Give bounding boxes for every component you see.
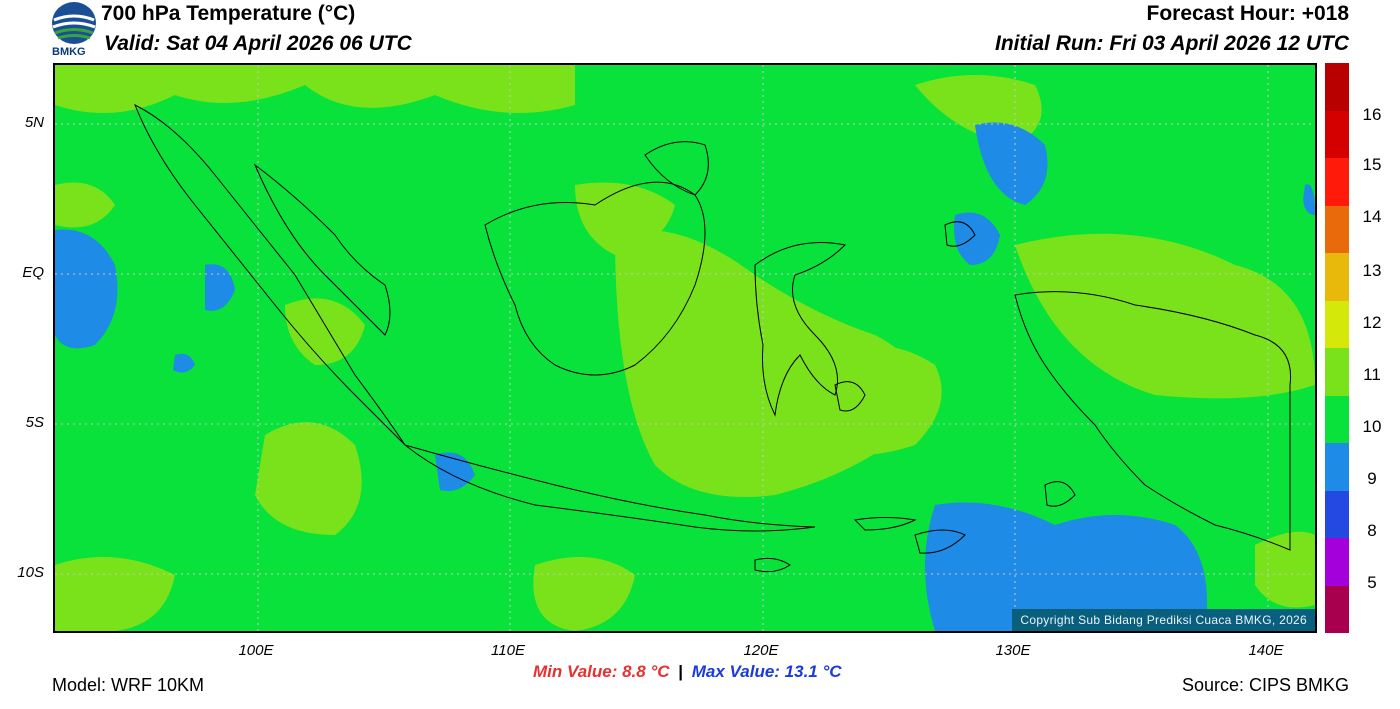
colorbar-label-12: 12 [1362, 313, 1382, 332]
colorbar-label-13: 13 [1362, 261, 1382, 280]
colorbar-segment [1325, 490, 1349, 538]
colorbar-label-11: 11 [1363, 365, 1381, 384]
lon-label-120e: 120E [743, 642, 779, 659]
model-label: Model: WRF 10KM [52, 675, 205, 695]
chart-title: 700 hPa Temperature (°C) [101, 2, 356, 25]
bmkg-logo-icon [52, 2, 96, 44]
max-value: Max Value: 13.1 °C [691, 662, 842, 681]
lon-label-100e: 100E [238, 642, 274, 659]
lon-label-110e: 110E [491, 642, 525, 659]
source-label: Source: CIPS BMKG [1181, 675, 1349, 695]
coastlines [134, 103, 1292, 573]
colorbar-segment [1325, 443, 1349, 491]
copyright-note: Copyright Sub Bidang Prediksi Cuaca BMKG… [1012, 609, 1315, 631]
min-max-readout: Min Value: 8.8 °C | Max Value: 13.1 °C [533, 662, 842, 682]
lat-label-10s: 10S [17, 564, 44, 581]
colorbar-segment [1325, 538, 1349, 586]
valid-time: Valid: Sat 04 April 2026 06 UTC [104, 32, 412, 55]
temperature-map: Copyright Sub Bidang Prediksi Cuaca BMKG… [53, 63, 1317, 633]
lon-label-140e: 140E [1248, 642, 1284, 659]
colorbar-label-16: 16 [1362, 105, 1382, 124]
colorbar-label-14: 14 [1362, 207, 1382, 226]
lat-label-eq: EQ [22, 264, 44, 281]
colorbar-segment [1325, 205, 1349, 253]
field-9-areas [55, 122, 1315, 631]
forecast-hour: Forecast Hour: +018 [1146, 2, 1350, 25]
colorbar-segment [1325, 253, 1349, 301]
colorbar-segment [1325, 158, 1349, 206]
colorbar-segment [1325, 300, 1349, 348]
field-11-areas [55, 65, 1315, 631]
lat-label-5n: 5N [24, 114, 44, 131]
lat-label-5s: 5S [25, 414, 44, 431]
colorbar-label-5: 5 [1367, 573, 1377, 592]
colorbar [1325, 63, 1349, 633]
colorbar-segment [1325, 585, 1349, 633]
min-max-separator: | [678, 662, 684, 681]
colorbar-label-9: 9 [1367, 469, 1377, 488]
colorbar-label-15: 15 [1362, 155, 1382, 174]
min-value: Min Value: 8.8 °C [533, 662, 670, 681]
initial-run: Initial Run: Fri 03 April 2026 12 UTC [995, 32, 1349, 55]
colorbar-label-10: 10 [1362, 417, 1382, 436]
colorbar-segment [1325, 63, 1349, 111]
bmkg-logo: BMKG [50, 0, 98, 62]
colorbar-segment [1325, 395, 1349, 443]
logo-text: BMKG [52, 46, 86, 58]
colorbar-label-8: 8 [1367, 521, 1377, 540]
colorbar-segment [1325, 110, 1349, 158]
colorbar-segment [1325, 348, 1349, 396]
map-field [55, 65, 1315, 631]
lon-label-130e: 130E [995, 642, 1031, 659]
